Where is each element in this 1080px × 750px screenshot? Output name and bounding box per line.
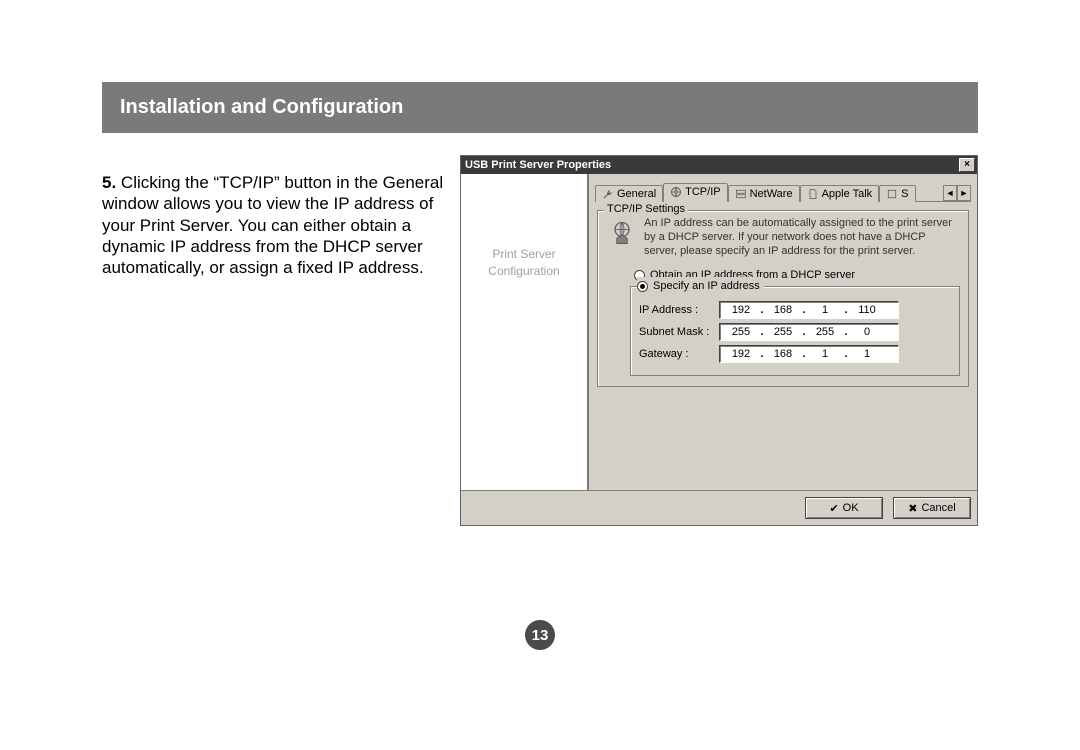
instruction-paragraph: 5. Clicking the “TCP/IP” button in the G… [102, 172, 450, 278]
gateway-label: Gateway : [639, 348, 719, 360]
tab-strip: General TCP/IP [595, 180, 971, 202]
network-icon [606, 217, 638, 249]
tab-partial-label: S [901, 188, 908, 200]
radio-specify[interactable] [637, 281, 648, 292]
dot-icon: . [842, 326, 850, 338]
description-text: An IP address can be automatically assig… [644, 217, 960, 258]
dialog-column: USB Print Server Properties × Print Serv… [460, 155, 978, 526]
subnet-octet-1[interactable]: 255 [724, 326, 758, 338]
dialog-body: Print Server Configuration General [461, 174, 977, 490]
group-title: TCP/IP Settings [604, 203, 688, 215]
tab-scroll-right[interactable]: ► [957, 185, 971, 201]
tab-netware[interactable]: NetWare [728, 185, 800, 202]
ip-address-row: IP Address : 192. 168. 1. 110 [639, 301, 951, 319]
content-row: 5. Clicking the “TCP/IP” button in the G… [102, 133, 978, 526]
step-number: 5. [102, 173, 116, 192]
document-icon [807, 188, 819, 200]
ip-octet-1[interactable]: 192 [724, 304, 758, 316]
ok-button-label: OK [843, 502, 859, 514]
description-row: An IP address can be automatically assig… [606, 217, 960, 258]
dialog-titlebar[interactable]: USB Print Server Properties × [461, 156, 977, 174]
cancel-icon: ✖ [908, 502, 917, 515]
close-button[interactable]: × [959, 158, 975, 172]
dot-icon: . [758, 348, 766, 360]
wrench-icon [602, 188, 614, 200]
tab-partial[interactable]: S [879, 185, 915, 202]
radio-specify-row[interactable]: Specify an IP address [637, 277, 764, 295]
dot-icon: . [800, 326, 808, 338]
dot-icon: . [842, 304, 850, 316]
subnet-label: Subnet Mask : [639, 326, 719, 338]
instruction-text: Clicking the “TCP/IP” button in the Gene… [102, 173, 443, 277]
tcpip-settings-group: TCP/IP Settings An IP address can [597, 210, 969, 387]
subnet-octet-2[interactable]: 255 [766, 326, 800, 338]
sidebar-line2: Configuration [467, 263, 581, 280]
ip-octet-2[interactable]: 168 [766, 304, 800, 316]
instruction-column: 5. Clicking the “TCP/IP” button in the G… [102, 155, 460, 526]
tab-scroll-left[interactable]: ◄ [943, 185, 957, 201]
settings-icon [886, 188, 898, 200]
section-title-bar: Installation and Configuration [102, 82, 978, 133]
gateway-row: Gateway : 192. 168. 1. 1 [639, 345, 951, 363]
radio-specify-label: Specify an IP address [653, 280, 760, 292]
ip-address-label: IP Address : [639, 304, 719, 316]
ip-octet-3[interactable]: 1 [808, 304, 842, 316]
cancel-button-label: Cancel [921, 502, 955, 514]
sidebar-line1: Print Server [467, 246, 581, 263]
ip-address-input[interactable]: 192. 168. 1. 110 [719, 301, 899, 319]
dialog-title: USB Print Server Properties [465, 159, 611, 171]
tab-general[interactable]: General [595, 185, 663, 202]
tab-general-label: General [617, 188, 656, 200]
dialog-main: General TCP/IP [589, 174, 977, 490]
dot-icon: . [842, 348, 850, 360]
subnet-octet-4[interactable]: 0 [850, 326, 884, 338]
tab-tcpip-label: TCP/IP [685, 186, 720, 198]
dot-icon: . [800, 304, 808, 316]
section-title-text: Installation and Configuration [120, 96, 403, 118]
subnet-input[interactable]: 255. 255. 255. 0 [719, 323, 899, 341]
dialog-sidebar: Print Server Configuration [461, 174, 589, 490]
gateway-octet-2[interactable]: 168 [766, 348, 800, 360]
specify-ip-group: Specify an IP address IP Address : 192. … [630, 286, 960, 376]
globe-icon [670, 186, 682, 198]
dot-icon: . [800, 348, 808, 360]
tab-appletalk-label: Apple Talk [822, 188, 873, 200]
gateway-octet-3[interactable]: 1 [808, 348, 842, 360]
cancel-button[interactable]: ✖ Cancel [893, 497, 971, 519]
tab-tcpip[interactable]: TCP/IP [663, 183, 727, 202]
page-number-badge: 13 [525, 620, 555, 650]
close-icon: × [964, 160, 970, 170]
page-number: 13 [532, 627, 549, 644]
properties-dialog: USB Print Server Properties × Print Serv… [460, 155, 978, 526]
tab-appletalk[interactable]: Apple Talk [800, 185, 880, 202]
dot-icon: . [758, 304, 766, 316]
ok-button[interactable]: ✔ OK [805, 497, 883, 519]
subnet-octet-3[interactable]: 255 [808, 326, 842, 338]
server-icon [735, 188, 747, 200]
tab-scroll: ◄ ► [943, 185, 971, 201]
gateway-octet-4[interactable]: 1 [850, 348, 884, 360]
gateway-input[interactable]: 192. 168. 1. 1 [719, 345, 899, 363]
tab-netware-label: NetWare [750, 188, 793, 200]
document-page: Installation and Configuration 5. Clicki… [102, 82, 978, 526]
gateway-octet-1[interactable]: 192 [724, 348, 758, 360]
check-icon: ✔ [829, 502, 838, 515]
dot-icon: . [758, 326, 766, 338]
dialog-button-row: ✔ OK ✖ Cancel [461, 490, 977, 525]
ip-octet-4[interactable]: 110 [850, 304, 884, 316]
subnet-row: Subnet Mask : 255. 255. 255. 0 [639, 323, 951, 341]
